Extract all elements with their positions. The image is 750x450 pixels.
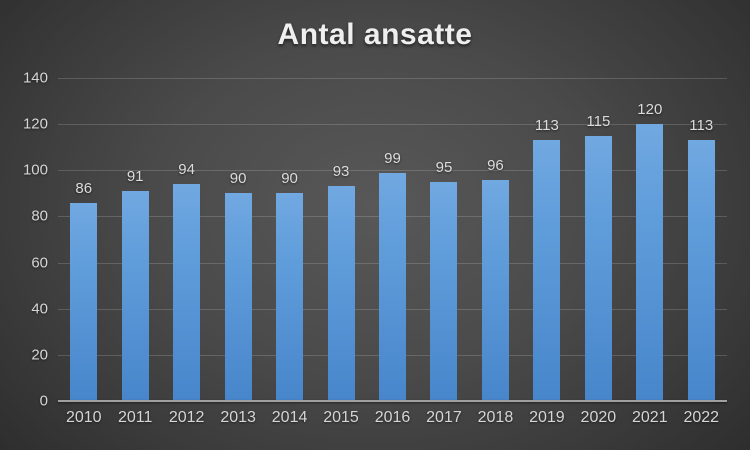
bar-2013 xyxy=(224,193,252,401)
data-label-2016: 99 xyxy=(384,149,401,167)
data-label-2018: 96 xyxy=(487,156,504,174)
x-tick-label-2021: 2021 xyxy=(632,409,668,426)
y-tick-label-120: 120 xyxy=(22,115,48,133)
gridline-y100 xyxy=(58,170,727,172)
bar-2019 xyxy=(533,140,561,401)
data-label-2022: 113 xyxy=(689,117,714,135)
x-tick-label-2014: 2014 xyxy=(271,409,308,426)
bar-2012 xyxy=(173,184,201,401)
bar-2022 xyxy=(687,140,715,401)
data-label-2021: 120 xyxy=(637,101,663,119)
chart-title: Antal ansatte xyxy=(277,18,473,51)
data-label-2013: 90 xyxy=(229,170,247,188)
data-label-2010: 86 xyxy=(75,179,93,197)
x-tick-label-2020: 2020 xyxy=(580,409,617,426)
gridline-y140 xyxy=(58,78,727,79)
y-tick-label-20: 20 xyxy=(31,346,48,364)
data-label-2015: 93 xyxy=(332,163,350,181)
bar-2018 xyxy=(481,179,509,401)
x-tick-label-2019: 2019 xyxy=(529,409,565,426)
data-label-2011: 91 xyxy=(126,168,144,186)
plot-area: 0 20 40 60 80 100 120 140 86 91 94 90 90 93 99 95 96 113… xyxy=(23,70,727,426)
gridline-y120 xyxy=(58,124,727,126)
x-tick-label-2012: 2012 xyxy=(168,409,205,426)
data-label-2012: 94 xyxy=(178,161,195,179)
y-tick-label-40: 40 xyxy=(31,300,48,318)
x-tick-label-2010: 2010 xyxy=(65,409,102,426)
y-tick-label-80: 80 xyxy=(31,207,48,225)
x-tick-label-2017: 2017 xyxy=(426,409,462,426)
x-axis-line xyxy=(58,400,727,402)
x-tick-label-2015: 2015 xyxy=(323,409,359,426)
x-tick-label-2013: 2013 xyxy=(220,409,256,426)
data-label-2014: 90 xyxy=(281,170,298,188)
x-tick-label-2011: 2011 xyxy=(117,409,153,426)
y-tick-label-140: 140 xyxy=(22,69,48,87)
y-tick-label-60: 60 xyxy=(31,254,48,272)
bar-2010 xyxy=(70,202,98,401)
bar-2015 xyxy=(327,186,355,401)
x-tick-label-2022: 2022 xyxy=(683,409,720,426)
bar-2017 xyxy=(430,181,458,401)
bar-2021 xyxy=(636,124,664,401)
y-tick-label-0: 0 xyxy=(39,392,48,410)
bar-2020 xyxy=(584,135,612,401)
bar-2011 xyxy=(121,191,149,401)
x-tick-label-2018: 2018 xyxy=(477,409,514,426)
x-tick-label-2016: 2016 xyxy=(374,409,411,426)
y-tick-label-100: 100 xyxy=(22,161,48,179)
data-label-2020: 115 xyxy=(586,112,611,130)
data-label-2019: 113 xyxy=(534,117,559,135)
bar-2014 xyxy=(276,193,304,401)
bar-2016 xyxy=(379,172,406,401)
data-label-2017: 95 xyxy=(435,158,453,176)
